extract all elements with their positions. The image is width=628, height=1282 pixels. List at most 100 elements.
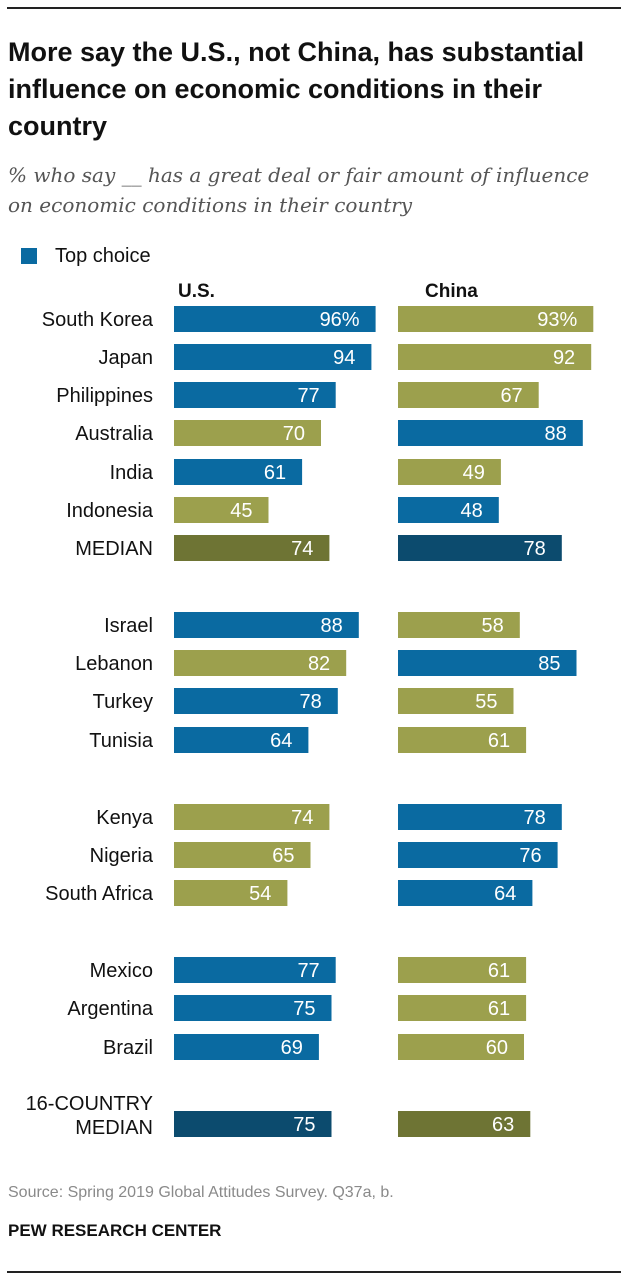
bar-us-indonesia [174, 497, 269, 523]
value-label-china-brazil: 60 [486, 1037, 508, 1059]
value-label-china-kenya: 78 [524, 807, 546, 829]
bar-china-mexico [398, 957, 527, 983]
bar-china-south-korea [398, 306, 594, 332]
category-label-kenya: Kenya [96, 807, 154, 829]
bar-us-india [174, 459, 303, 485]
bar-us-south-korea [174, 306, 376, 332]
value-label-us-israel: 88 [321, 615, 343, 637]
bar-china-brazil [398, 1034, 524, 1060]
category-label-lebanon: Lebanon [75, 653, 153, 675]
bar-us-argentina [174, 995, 332, 1021]
category-label-south-africa: South Africa [45, 883, 154, 905]
value-label-us-median: 74 [291, 538, 313, 560]
bar-us-tunisia [174, 727, 309, 753]
value-label-china-south-korea: 93% [537, 309, 577, 331]
value-label-us-lebanon: 82 [308, 653, 330, 675]
legend-swatch-top-choice [21, 248, 37, 264]
bar-china-india [398, 459, 501, 485]
value-label-us-mexico: 77 [297, 960, 319, 982]
bar-us-kenya [174, 804, 330, 830]
value-label-us-south-korea: 96% [320, 309, 360, 331]
bar-china-philippines [398, 382, 539, 408]
bar-china-indonesia [398, 497, 499, 523]
value-label-us-16-country-median: 75 [293, 1114, 315, 1136]
top-rule [7, 7, 621, 9]
column-header-china: China [425, 281, 478, 302]
bar-us-16-country-median [174, 1111, 332, 1137]
value-label-us-japan: 94 [333, 347, 355, 369]
bar-china-australia [398, 420, 583, 446]
chart-title: More say the U.S., not China, has substa… [8, 37, 585, 141]
value-label-us-philippines: 77 [297, 385, 319, 407]
value-label-china-japan: 92 [553, 347, 575, 369]
bar-us-japan [174, 344, 372, 370]
value-label-us-india: 61 [264, 462, 286, 484]
value-label-china-turkey: 55 [475, 691, 497, 713]
category-label-south-korea: South Korea [42, 309, 154, 331]
bar-us-lebanon [174, 650, 347, 676]
legend: Top choice [21, 244, 151, 268]
bar-us-brazil [174, 1034, 319, 1060]
bottom-rule [7, 1271, 621, 1273]
value-label-china-median: 78 [524, 538, 546, 560]
bar-china-israel [398, 612, 520, 638]
value-label-china-indonesia: 48 [461, 500, 483, 522]
bar-china-kenya [398, 804, 562, 830]
category-label-japan: Japan [99, 347, 154, 369]
bar-us-median [174, 535, 330, 561]
value-label-us-kenya: 74 [291, 807, 313, 829]
value-label-china-nigeria: 76 [519, 845, 541, 867]
source-note: Source: Spring 2019 Global Attitudes Sur… [8, 1184, 394, 1201]
value-label-us-nigeria: 65 [272, 845, 294, 867]
bar-china-south-africa [398, 880, 533, 906]
value-label-us-south-africa: 54 [249, 883, 271, 905]
bar-us-australia [174, 420, 321, 446]
value-label-china-australia: 88 [545, 423, 567, 445]
legend-label-top-choice: Top choice [55, 244, 151, 267]
value-label-china-tunisia: 61 [488, 730, 510, 752]
category-label-israel: Israel [104, 615, 153, 637]
value-label-us-argentina: 75 [293, 998, 315, 1020]
bar-us-nigeria [174, 842, 311, 868]
bar-us-south-africa [174, 880, 288, 906]
category-label-australia: Australia [75, 423, 154, 445]
category-label-tunisia: Tunisia [89, 730, 154, 752]
bar-china-lebanon [398, 650, 577, 676]
organization-name: PEW RESEARCH CENTER [8, 1221, 222, 1240]
value-label-china-south-africa: 64 [494, 883, 516, 905]
value-label-china-lebanon: 85 [538, 653, 560, 675]
bar-us-israel [174, 612, 359, 638]
category-label-16-country-median: 16-COUNTRY MEDIAN [26, 1093, 153, 1139]
bar-china-argentina [398, 995, 527, 1021]
bar-china-median [398, 535, 562, 561]
bar-china-japan [398, 344, 592, 370]
value-label-china-philippines: 67 [500, 385, 522, 407]
value-label-us-australia: 70 [283, 423, 305, 445]
chart-subtitle: % who say __ has a great deal or fair am… [8, 163, 590, 217]
bar-china-nigeria [398, 842, 558, 868]
value-label-us-brazil: 69 [281, 1037, 303, 1059]
category-label-nigeria: Nigeria [90, 845, 154, 867]
bar-china-16-country-median [398, 1111, 531, 1137]
value-label-china-israel: 58 [482, 615, 504, 637]
bar-china-tunisia [398, 727, 527, 753]
category-label-philippines: Philippines [56, 385, 153, 407]
value-label-us-tunisia: 64 [270, 730, 292, 752]
category-label-brazil: Brazil [103, 1037, 153, 1059]
value-label-china-mexico: 61 [488, 960, 510, 982]
category-label-indonesia: Indonesia [66, 500, 154, 522]
bar-us-turkey [174, 688, 338, 714]
value-label-us-indonesia: 45 [230, 500, 252, 522]
bar-us-mexico [174, 957, 336, 983]
category-label-median: MEDIAN [75, 538, 153, 560]
value-label-us-turkey: 78 [300, 691, 322, 713]
value-label-china-16-country-median: 63 [492, 1114, 514, 1136]
category-label-turkey: Turkey [93, 691, 153, 713]
category-label-india: India [110, 462, 154, 484]
value-label-china-india: 49 [463, 462, 485, 484]
category-label-mexico: Mexico [90, 960, 153, 982]
column-header-us: U.S. [178, 281, 215, 302]
value-label-china-argentina: 61 [488, 998, 510, 1020]
category-label-argentina: Argentina [67, 998, 153, 1020]
